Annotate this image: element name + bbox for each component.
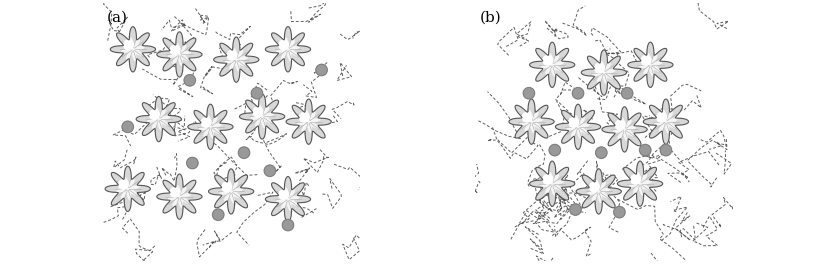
Circle shape (201, 117, 211, 127)
PathPatch shape (240, 94, 285, 139)
PathPatch shape (110, 27, 155, 72)
PathPatch shape (266, 27, 311, 72)
Circle shape (621, 88, 633, 99)
PathPatch shape (188, 104, 233, 149)
PathPatch shape (214, 37, 259, 82)
Circle shape (251, 88, 263, 99)
Circle shape (595, 63, 605, 73)
PathPatch shape (157, 174, 202, 219)
PathPatch shape (581, 50, 626, 95)
PathPatch shape (199, 115, 222, 139)
Circle shape (630, 175, 640, 184)
PathPatch shape (168, 43, 191, 66)
Circle shape (122, 121, 134, 133)
Circle shape (656, 112, 666, 122)
PathPatch shape (168, 185, 191, 209)
PathPatch shape (519, 110, 544, 134)
PathPatch shape (576, 169, 621, 214)
PathPatch shape (266, 177, 311, 222)
Circle shape (222, 182, 231, 192)
Circle shape (238, 147, 250, 158)
Circle shape (119, 180, 129, 189)
PathPatch shape (639, 53, 662, 77)
Circle shape (227, 50, 237, 60)
PathPatch shape (296, 110, 321, 134)
Circle shape (614, 206, 625, 218)
PathPatch shape (116, 177, 139, 201)
Circle shape (590, 182, 600, 192)
PathPatch shape (654, 110, 678, 134)
PathPatch shape (286, 99, 331, 144)
Circle shape (187, 157, 198, 169)
PathPatch shape (147, 107, 170, 131)
PathPatch shape (509, 99, 554, 144)
Circle shape (253, 107, 262, 117)
PathPatch shape (602, 107, 647, 152)
Circle shape (149, 110, 159, 120)
PathPatch shape (121, 37, 144, 61)
PathPatch shape (220, 180, 243, 203)
Circle shape (184, 75, 195, 86)
Circle shape (124, 40, 134, 50)
Circle shape (660, 144, 671, 156)
Circle shape (543, 56, 553, 65)
PathPatch shape (628, 172, 652, 196)
PathPatch shape (529, 161, 574, 206)
Circle shape (569, 204, 581, 215)
Circle shape (572, 88, 584, 99)
Circle shape (569, 117, 579, 127)
Circle shape (549, 144, 560, 156)
PathPatch shape (225, 48, 248, 72)
PathPatch shape (540, 172, 564, 196)
Circle shape (595, 147, 607, 158)
PathPatch shape (628, 42, 673, 87)
PathPatch shape (276, 37, 300, 61)
Text: (a): (a) (107, 11, 128, 25)
PathPatch shape (136, 96, 181, 142)
PathPatch shape (613, 118, 636, 141)
Text: (b): (b) (480, 11, 502, 25)
Circle shape (300, 112, 309, 122)
PathPatch shape (643, 99, 689, 144)
PathPatch shape (587, 180, 610, 203)
PathPatch shape (529, 42, 574, 87)
Circle shape (522, 112, 532, 122)
PathPatch shape (617, 161, 663, 206)
Circle shape (524, 88, 534, 99)
PathPatch shape (540, 53, 564, 77)
Circle shape (279, 190, 288, 200)
Circle shape (170, 187, 180, 197)
PathPatch shape (209, 169, 254, 214)
PathPatch shape (105, 166, 150, 211)
PathPatch shape (276, 187, 300, 211)
Circle shape (543, 175, 553, 184)
Circle shape (282, 219, 294, 231)
Circle shape (640, 144, 651, 156)
Circle shape (641, 56, 650, 65)
Circle shape (316, 64, 327, 76)
Circle shape (170, 45, 180, 55)
Circle shape (615, 120, 625, 130)
PathPatch shape (555, 104, 600, 149)
Circle shape (279, 40, 288, 50)
Circle shape (264, 165, 276, 176)
PathPatch shape (157, 32, 202, 77)
PathPatch shape (592, 61, 615, 84)
PathPatch shape (566, 115, 590, 139)
Circle shape (213, 209, 224, 220)
PathPatch shape (250, 105, 274, 128)
